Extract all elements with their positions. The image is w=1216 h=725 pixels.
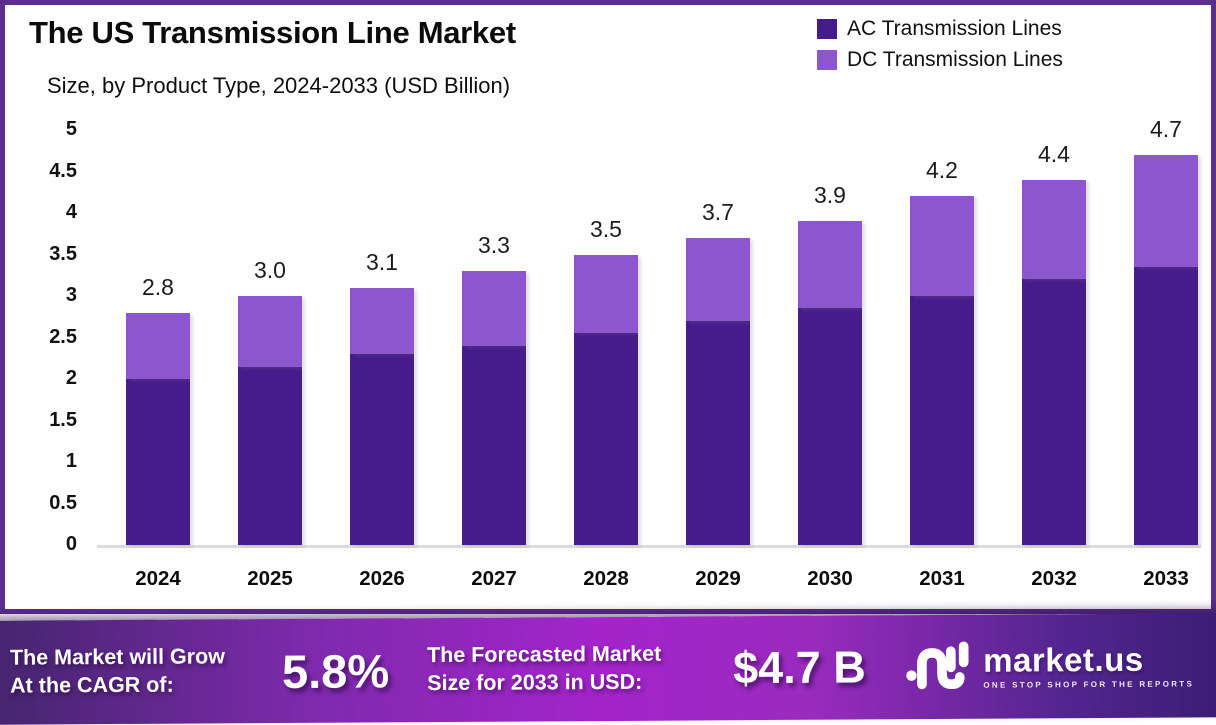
legend-label: DC Transmission Lines <box>847 48 1063 71</box>
forecast-label-line2: Size for 2033 in USD: <box>427 669 643 696</box>
bar-segment-ac <box>1022 279 1086 545</box>
legend-item: AC Transmission Lines <box>817 17 1063 41</box>
bar-2027: 3.3 <box>462 130 526 545</box>
bar-segment-ac <box>350 354 414 545</box>
bar-segment-dc <box>1022 179 1086 280</box>
y-tick-label: 4 <box>65 201 77 223</box>
legend: AC Transmission Lines DC Transmission Lin… <box>817 17 1063 72</box>
bar-segment-ac <box>1134 266 1198 545</box>
bar-2031: 4.2 <box>910 130 974 545</box>
bar-2024: 2.8 <box>126 130 190 545</box>
x-axis-label: 2029 <box>695 567 741 590</box>
legend-swatch-icon <box>817 19 837 39</box>
bar-total-label: 4.2 <box>926 157 958 184</box>
x-axis-line <box>97 545 1201 548</box>
bar-segment-dc <box>350 287 414 355</box>
brand-text: market.us ONE STOP SHOP FOR THE REPORTS <box>983 640 1195 690</box>
bar-segment-ac <box>686 320 750 545</box>
y-tick-label: 0 <box>65 533 77 555</box>
bar-2032: 4.4 <box>1022 130 1086 545</box>
y-tick-label: 1 <box>65 450 77 472</box>
bar-total-label: 3.0 <box>254 257 286 283</box>
x-axis-label: 2031 <box>919 567 965 590</box>
x-axis-label: 2026 <box>359 567 405 590</box>
bar-total-label: 3.9 <box>814 182 846 209</box>
legend-label: AC Transmission Lines <box>847 17 1062 40</box>
legend-item: DC Transmission Lines <box>817 48 1063 72</box>
bar-segment-dc <box>1134 154 1198 267</box>
bar-segment-ac <box>798 308 862 545</box>
bar-chart-plot: 2.8 3.0 3.1 3.3 3.5 3.7 3.9 4.2 4.4 4.7 <box>100 116 1204 545</box>
bar-total-label: 2.8 <box>142 273 174 300</box>
y-tick-label: 1.5 <box>49 408 77 431</box>
market-us-logo-icon <box>905 636 971 697</box>
x-axis-label: 2024 <box>135 567 181 590</box>
bar-total-label: 3.7 <box>702 198 734 225</box>
y-tick-label: 5 <box>65 118 77 140</box>
y-tick-label: 3 <box>65 284 77 306</box>
y-tick-label: 2.5 <box>49 325 77 348</box>
page-subtitle: Size, by Product Type, 2024-2033 (USD Bi… <box>47 73 511 98</box>
cagr-value: 5.8% <box>281 643 390 698</box>
bar-2028: 3.5 <box>574 130 638 545</box>
bar-2033: 4.7 <box>1134 116 1198 545</box>
chart-card: The US Transmission Line Market Size, by… <box>0 0 1216 614</box>
bar-segment-dc <box>462 271 526 346</box>
bar-segment-dc <box>910 196 974 296</box>
cagr-label: The Market will Grow At the CAGR of: <box>10 644 272 701</box>
bar-segment-ac <box>910 296 974 545</box>
bar-2030: 3.9 <box>798 130 862 545</box>
bar-segment-dc <box>126 312 190 379</box>
brand-name: market.us <box>983 640 1144 679</box>
y-tick-label: 3.5 <box>49 242 77 265</box>
bar-segment-dc <box>798 221 862 309</box>
bar-total-label: 3.5 <box>590 215 622 242</box>
bar-2029: 3.7 <box>686 130 750 545</box>
forecast-value: $4.7 B <box>732 641 866 694</box>
cagr-label-line1: The Market will Grow <box>9 644 226 671</box>
bar-segment-dc <box>574 254 638 334</box>
bar-segment-ac <box>126 379 190 545</box>
y-tick-label: 2 <box>65 367 77 389</box>
bar-segment-ac <box>462 345 526 545</box>
x-axis-label: 2030 <box>807 567 853 590</box>
y-tick-label: 0.5 <box>49 491 77 514</box>
bar-segment-ac <box>238 366 302 545</box>
bar-2025: 3.0 <box>238 130 302 545</box>
bar-2026: 3.1 <box>350 130 414 545</box>
x-axis-label: 2025 <box>247 567 293 590</box>
bar-segment-dc <box>238 296 302 367</box>
page-title: The US Transmission Line Market <box>29 15 516 50</box>
x-axis-label: 2028 <box>583 567 629 590</box>
forecast-label: The Forecasted Market Size for 2033 in U… <box>427 641 719 698</box>
bar-segment-dc <box>686 237 750 321</box>
x-axis-label: 2032 <box>1031 567 1077 590</box>
bar-total-label: 3.3 <box>478 232 510 259</box>
footer-banner: The Market will Grow At the CAGR of: 5.8… <box>0 613 1216 725</box>
x-axis-label: 2027 <box>471 567 517 590</box>
cagr-label-line2: At the CAGR of: <box>10 672 174 698</box>
bar-total-label: 4.4 <box>1038 140 1070 167</box>
forecast-label-line1: The Forecasted Market <box>426 642 662 668</box>
bar-segment-ac <box>574 333 638 545</box>
bar-total-label: 3.1 <box>366 248 398 275</box>
legend-swatch-icon <box>817 50 837 70</box>
bar-total-label: 4.7 <box>1150 115 1182 142</box>
y-tick-label: 4.5 <box>49 159 77 182</box>
x-axis-label: 2033 <box>1143 567 1189 590</box>
brand-tagline: ONE STOP SHOP FOR THE REPORTS <box>983 679 1195 690</box>
brand-logo: market.us ONE STOP SHOP FOR THE REPORTS <box>905 635 1194 698</box>
